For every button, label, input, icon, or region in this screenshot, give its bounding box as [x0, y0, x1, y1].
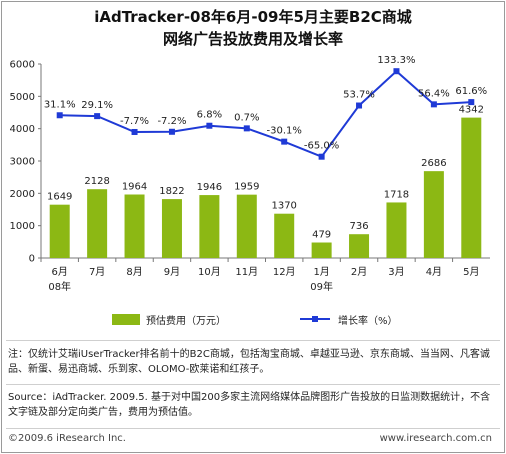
growth-label: 6.8%: [197, 110, 222, 121]
growth-label: 31.1%: [44, 99, 76, 110]
x-tick-label: 11月: [235, 266, 258, 278]
chart-subtitle: 网络广告投放费用及增长率: [162, 30, 343, 48]
growth-point: [393, 68, 400, 75]
growth-label: 133.3%: [377, 55, 415, 66]
source-note: Source：iAdTracker. 2009.5. 基于对中国200多家主流网…: [8, 392, 491, 418]
legend-line-marker: [312, 316, 318, 322]
growth-label: 29.1%: [81, 100, 113, 111]
bar-value-label: 2128: [84, 176, 109, 187]
growth-line: [59, 69, 472, 158]
bar: [311, 242, 332, 258]
bar-value-label: 1822: [159, 186, 184, 197]
bar: [124, 194, 145, 258]
growth-label: -65.0%: [304, 141, 339, 152]
bar: [199, 195, 220, 258]
y-tick-label: 1000: [10, 221, 35, 232]
growth-point: [468, 99, 475, 106]
bar: [161, 199, 182, 258]
footnote: 注：仅统计艾瑞iUserTracker排名前十的B2C商城，包括淘宝商城、卓越亚…: [8, 349, 490, 375]
x-tick-sublabel: 09年: [310, 280, 333, 293]
bar: [87, 189, 108, 258]
x-tick-label: 5月: [463, 266, 479, 278]
growth-label: 56.4%: [418, 88, 450, 99]
bar: [423, 171, 444, 258]
y-tick-label: 5000: [10, 92, 35, 103]
y-tick-label: 0: [29, 254, 35, 265]
website-url: www.iresearch.com.cn: [379, 433, 492, 444]
y-tick-label: 6000: [10, 60, 35, 71]
x-tick-label: 2月: [351, 266, 367, 278]
bar: [274, 213, 295, 258]
growth-label: 53.7%: [343, 90, 375, 101]
growth-label: -7.7%: [120, 116, 149, 127]
divider: [6, 384, 500, 385]
chart-title: iAdTracker-08年6月-09年5月主要B2C商城: [94, 8, 412, 26]
bar-value-label: 1649: [47, 192, 72, 203]
x-tick-label: 12月: [273, 266, 296, 278]
bar-value-label: 2686: [421, 158, 446, 169]
bar-value-label: 1964: [122, 181, 147, 192]
x-tick-label: 7月: [89, 266, 105, 278]
growth-point: [168, 128, 175, 135]
bar: [49, 204, 70, 258]
growth-label: 61.6%: [455, 86, 487, 97]
growth-point: [243, 125, 250, 132]
growth-label: -30.1%: [267, 126, 302, 137]
x-tick-label: 1月: [313, 266, 329, 278]
divider: [6, 340, 500, 341]
bar-value-label: 736: [349, 221, 368, 232]
growth-point: [206, 122, 213, 129]
bar-value-label: 1946: [197, 182, 222, 193]
bar-value-label: 4342: [459, 105, 484, 116]
legend-bar-swatch: [112, 314, 140, 325]
x-tick-sublabel: 08年: [48, 280, 71, 293]
growth-point: [356, 102, 363, 109]
growth-point: [318, 153, 325, 160]
growth-point: [281, 138, 288, 145]
growth-point: [131, 128, 138, 135]
x-tick-label: 6月: [52, 266, 68, 278]
y-tick-label: 3000: [10, 157, 35, 168]
bar: [386, 202, 407, 258]
y-tick-label: 4000: [10, 124, 35, 135]
growth-label: -7.2%: [157, 116, 186, 127]
bar-value-label: 1959: [234, 182, 259, 193]
bar-value-label: 479: [312, 230, 331, 241]
bar-value-label: 1718: [384, 189, 409, 200]
chart-svg: 0 1000 2000 3000 4000 5000 6000 1649 2128 1964 182…: [10, 55, 490, 327]
growth-label: 0.7%: [234, 112, 259, 123]
growth-point: [94, 113, 101, 120]
x-tick-label: 10月: [198, 266, 221, 278]
legend-line-label: 增长率（%）: [338, 314, 398, 327]
copyright-text: ©2009.6 iResearch Inc.: [8, 433, 126, 444]
bar: [349, 234, 370, 258]
bar-value-label: 1370: [271, 201, 296, 212]
x-tick-label: 4月: [426, 266, 442, 278]
growth-point: [56, 112, 63, 119]
x-tick-label: 9月: [164, 266, 180, 278]
bar: [236, 194, 257, 258]
growth-point: [430, 101, 437, 108]
x-tick-label: 3月: [388, 266, 404, 278]
y-tick-label: 2000: [10, 189, 35, 200]
divider: [6, 428, 500, 429]
legend-bar-label: 预估费用（万元）: [146, 314, 226, 327]
bar: [461, 117, 482, 258]
x-tick-label: 8月: [126, 266, 142, 278]
